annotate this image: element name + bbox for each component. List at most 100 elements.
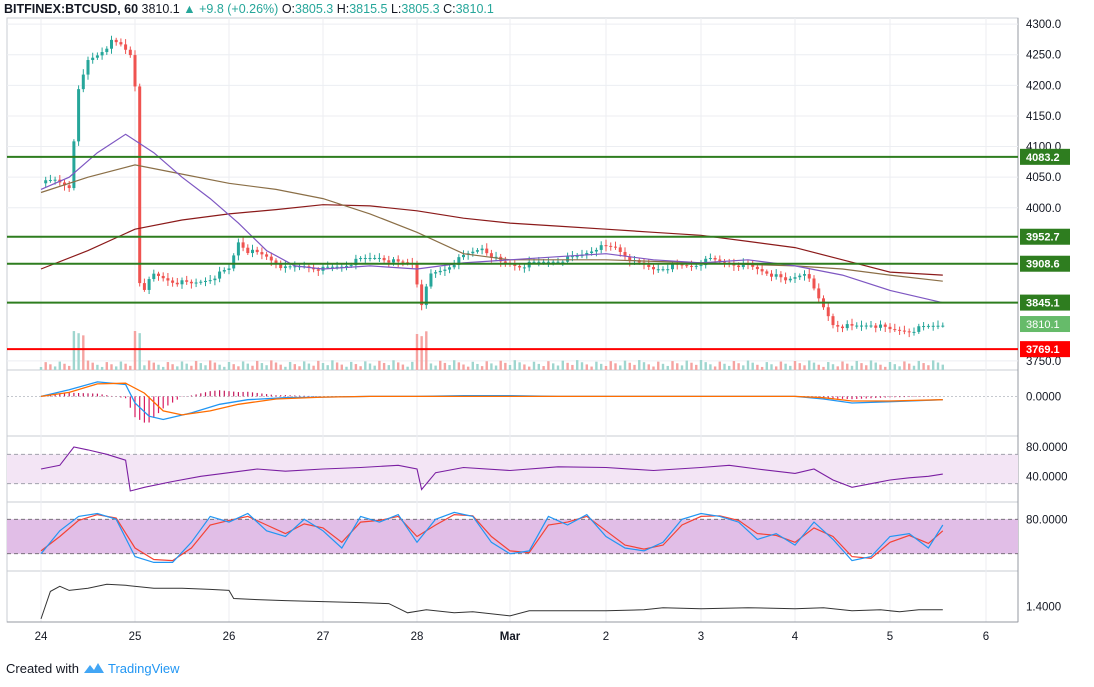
volume-bar bbox=[732, 361, 736, 370]
volume-bar bbox=[528, 366, 531, 370]
candle-body bbox=[44, 180, 48, 184]
candle-body bbox=[251, 249, 254, 254]
volume-bar bbox=[623, 360, 627, 370]
volume-bar bbox=[401, 364, 405, 370]
candle-body bbox=[392, 259, 395, 263]
price-tick-label: 4300.0 bbox=[1026, 19, 1061, 31]
candle-body bbox=[429, 273, 433, 287]
chart-header: BITFINEX:BTCUSD, 60 3810.1 ▲ +9.8 (+0.26… bbox=[4, 0, 494, 18]
stoch-band bbox=[7, 519, 1018, 554]
volume-bar bbox=[288, 361, 292, 370]
candle-body bbox=[647, 264, 651, 267]
volume-bar bbox=[742, 365, 745, 370]
volume-bar bbox=[869, 360, 873, 370]
candle-body bbox=[222, 269, 226, 272]
volume-bar bbox=[471, 361, 474, 370]
candle-body bbox=[732, 264, 736, 266]
volume-bar bbox=[335, 362, 339, 370]
volume-bar bbox=[190, 365, 193, 370]
volume-bar bbox=[218, 364, 221, 370]
chart-canvas[interactable]: 4300.04250.04200.04150.04100.04050.04000… bbox=[0, 0, 1094, 660]
volume-bar bbox=[448, 365, 451, 370]
candle-body bbox=[893, 329, 897, 331]
candle-body bbox=[368, 258, 372, 260]
volume-bar bbox=[746, 360, 750, 370]
candle-body bbox=[138, 86, 142, 284]
volume-bar bbox=[893, 364, 896, 370]
symbol-label[interactable]: BITFINEX:BTCUSD, 60 bbox=[4, 2, 139, 16]
volume-bar bbox=[345, 366, 348, 370]
volume-bar bbox=[552, 363, 555, 370]
candle-body bbox=[72, 141, 76, 189]
candle-body bbox=[128, 49, 132, 56]
volume-bar bbox=[331, 360, 334, 370]
candle-body bbox=[424, 286, 428, 306]
volume-bar bbox=[917, 360, 920, 370]
volume-bar bbox=[270, 360, 273, 370]
tradingview-brand[interactable]: TradingView bbox=[108, 661, 180, 676]
candle-body bbox=[260, 252, 264, 255]
level-label-box-0 bbox=[1020, 148, 1070, 165]
volume-bar bbox=[542, 366, 545, 370]
volume-bar bbox=[556, 365, 560, 370]
volume-bar bbox=[547, 361, 550, 370]
candle-body bbox=[67, 185, 71, 189]
tradingview-logo-icon bbox=[83, 661, 108, 676]
volume-bar bbox=[429, 363, 433, 370]
candle-body bbox=[888, 326, 892, 330]
volume-bar bbox=[246, 363, 249, 370]
volume-bar bbox=[812, 362, 816, 370]
volume-bar bbox=[561, 360, 564, 370]
created-with-label: Created with bbox=[6, 661, 79, 676]
volume-bar bbox=[133, 331, 137, 370]
candle-body bbox=[699, 265, 703, 267]
volume-bar bbox=[903, 361, 906, 370]
volume-bar bbox=[808, 360, 811, 370]
volume-bar bbox=[633, 364, 636, 370]
volume-bar bbox=[476, 363, 479, 370]
rsi-line bbox=[40, 446, 943, 492]
candle-body bbox=[208, 280, 212, 282]
candle-body bbox=[274, 260, 278, 265]
volume-bar bbox=[728, 365, 731, 370]
volume-bar bbox=[209, 360, 212, 370]
volume-bar bbox=[251, 365, 254, 370]
time-tick-label: 5 bbox=[887, 631, 893, 643]
time-tick-label: 25 bbox=[129, 631, 142, 643]
volume-bar bbox=[723, 363, 726, 370]
candle-body bbox=[452, 264, 456, 268]
candle-body bbox=[850, 324, 854, 326]
candle-body bbox=[377, 257, 381, 259]
volume-bar bbox=[737, 363, 740, 370]
candle-body bbox=[420, 284, 424, 306]
volume-bar bbox=[213, 362, 217, 370]
last-price: 3810.1 bbox=[141, 2, 180, 16]
candle-body bbox=[751, 264, 755, 267]
candle-body bbox=[100, 52, 104, 56]
volume-bar bbox=[359, 366, 362, 370]
candle-body bbox=[556, 261, 560, 263]
candle-body bbox=[793, 277, 797, 279]
candle-body bbox=[628, 256, 632, 262]
candle-body bbox=[623, 251, 627, 257]
candle-body bbox=[618, 247, 622, 252]
volume-bar bbox=[751, 362, 754, 370]
candle-body bbox=[110, 39, 113, 49]
volume-bar bbox=[494, 365, 498, 370]
candle-body bbox=[941, 325, 945, 327]
candle-body bbox=[480, 248, 484, 251]
volume-bar bbox=[590, 366, 593, 370]
candle-body bbox=[227, 268, 231, 270]
volume-bar bbox=[387, 365, 390, 370]
candle-body bbox=[898, 329, 902, 331]
candle-body bbox=[396, 259, 400, 262]
price-tick-label: 4150.0 bbox=[1026, 111, 1061, 123]
candle-body bbox=[666, 269, 670, 271]
volume-bar bbox=[699, 360, 703, 370]
candle-body bbox=[335, 266, 339, 268]
volume-bar bbox=[784, 363, 787, 370]
level-label-box-4 bbox=[1020, 341, 1070, 358]
candle-body bbox=[236, 242, 240, 256]
candle-body bbox=[604, 245, 608, 247]
time-tick-label: 4 bbox=[792, 631, 799, 643]
